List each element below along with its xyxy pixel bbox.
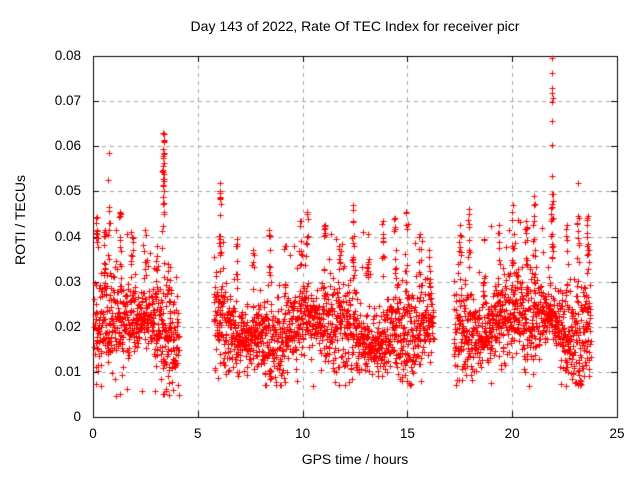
y-tick-label-0.01: 0.01: [54, 363, 81, 379]
x-tick-label-15: 15: [399, 426, 415, 441]
y-tick-label-0.03: 0.03: [54, 273, 81, 289]
chart-title: Day 143 of 2022, Rate Of TEC Index for r…: [190, 18, 520, 34]
y-tick-label-0.04: 0.04: [54, 228, 81, 244]
x-tick-label-10: 10: [295, 426, 311, 441]
y-tick-label-0: 0: [73, 409, 81, 424]
x-tick-label-20: 20: [504, 426, 520, 441]
x-tick-label-25: 25: [609, 426, 625, 441]
y-tick-label-0.05: 0.05: [54, 183, 81, 199]
y-tick-label-0.08: 0.08: [54, 48, 81, 63]
y-tick-label-0.02: 0.02: [54, 318, 81, 334]
y-tick-label-0.07: 0.07: [54, 93, 81, 109]
y-tick-label-0.06: 0.06: [54, 138, 81, 154]
x-tick-label-0: 0: [89, 426, 97, 441]
x-tick-label-5: 5: [194, 426, 202, 441]
x-axis-label: GPS time / hours: [301, 451, 409, 467]
